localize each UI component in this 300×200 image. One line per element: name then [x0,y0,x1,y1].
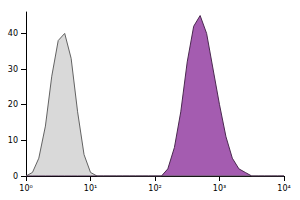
svg-text:40: 40 [8,29,18,38]
svg-text:20: 20 [8,100,18,109]
svg-text:10¹: 10¹ [84,184,97,193]
svg-text:10⁰: 10⁰ [19,184,32,193]
svg-text:10²: 10² [148,184,161,193]
svg-text:10³: 10³ [213,184,226,193]
svg-text:10: 10 [8,136,18,145]
svg-text:10⁴: 10⁴ [277,184,290,193]
svg-text:0: 0 [13,172,18,181]
svg-text:30: 30 [8,65,18,74]
